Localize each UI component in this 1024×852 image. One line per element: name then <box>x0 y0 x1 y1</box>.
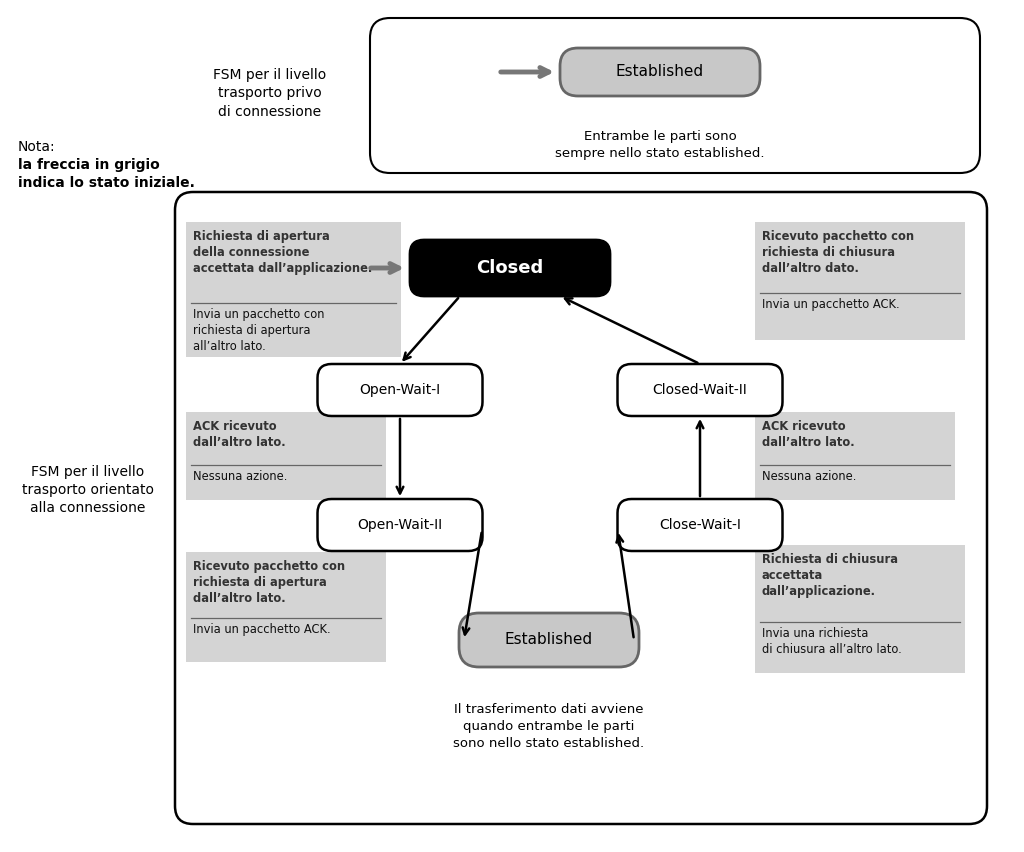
Text: Invia una richiesta
di chiusura all’altro lato.: Invia una richiesta di chiusura all’altr… <box>762 627 902 656</box>
FancyBboxPatch shape <box>370 18 980 173</box>
Bar <box>186 412 386 500</box>
Text: Invia un pacchetto con
richiesta di apertura
all’altro lato.: Invia un pacchetto con richiesta di aper… <box>193 308 325 353</box>
Text: Close-Wait-I: Close-Wait-I <box>659 518 741 532</box>
Text: Ricevuto pacchetto con
richiesta di apertura
dall’altro lato.: Ricevuto pacchetto con richiesta di aper… <box>193 560 345 605</box>
Text: Established: Established <box>616 65 705 79</box>
FancyBboxPatch shape <box>175 192 987 824</box>
FancyBboxPatch shape <box>459 613 639 667</box>
Text: ACK ricevuto
dall’altro lato.: ACK ricevuto dall’altro lato. <box>193 420 286 449</box>
Bar <box>186 222 401 357</box>
Text: Closed-Wait-II: Closed-Wait-II <box>652 383 748 397</box>
Text: ACK ricevuto
dall’altro lato.: ACK ricevuto dall’altro lato. <box>762 420 855 449</box>
Bar <box>186 552 386 662</box>
Bar <box>755 412 955 500</box>
Text: Il trasferimento dati avviene
quando entrambe le parti
sono nello stato establis: Il trasferimento dati avviene quando ent… <box>454 703 644 750</box>
Text: Invia un pacchetto ACK.: Invia un pacchetto ACK. <box>762 298 900 311</box>
Text: Established: Established <box>505 632 593 648</box>
Bar <box>755 222 965 340</box>
Text: Open-Wait-II: Open-Wait-II <box>357 518 442 532</box>
Text: Closed: Closed <box>476 259 544 277</box>
Text: Entrambe le parti sono
sempre nello stato established.: Entrambe le parti sono sempre nello stat… <box>555 130 765 160</box>
FancyBboxPatch shape <box>617 499 782 551</box>
Text: Invia un pacchetto ACK.: Invia un pacchetto ACK. <box>193 623 331 636</box>
Text: la freccia in grigio
indica lo stato iniziale.: la freccia in grigio indica lo stato ini… <box>18 158 195 190</box>
FancyBboxPatch shape <box>317 499 482 551</box>
Text: Open-Wait-I: Open-Wait-I <box>359 383 440 397</box>
Text: Nessuna azione.: Nessuna azione. <box>193 469 288 483</box>
Text: Richiesta di apertura
della connessione
accettata dall’applicazione.: Richiesta di apertura della connessione … <box>193 230 373 275</box>
FancyBboxPatch shape <box>617 364 782 416</box>
Text: Nessuna azione.: Nessuna azione. <box>762 469 856 483</box>
Text: FSM per il livello
trasporto privo
di connessione: FSM per il livello trasporto privo di co… <box>213 68 327 118</box>
Text: Nota:: Nota: <box>18 140 55 154</box>
FancyBboxPatch shape <box>410 240 610 296</box>
Text: Richiesta di chiusura
accettata
dall’applicazione.: Richiesta di chiusura accettata dall’app… <box>762 553 898 598</box>
FancyBboxPatch shape <box>560 48 760 96</box>
Text: FSM per il livello
trasporto orientato
alla connessione: FSM per il livello trasporto orientato a… <box>22 464 154 515</box>
Bar <box>755 545 965 673</box>
FancyBboxPatch shape <box>317 364 482 416</box>
Text: Ricevuto pacchetto con
richiesta di chiusura
dall’altro dato.: Ricevuto pacchetto con richiesta di chiu… <box>762 230 914 275</box>
